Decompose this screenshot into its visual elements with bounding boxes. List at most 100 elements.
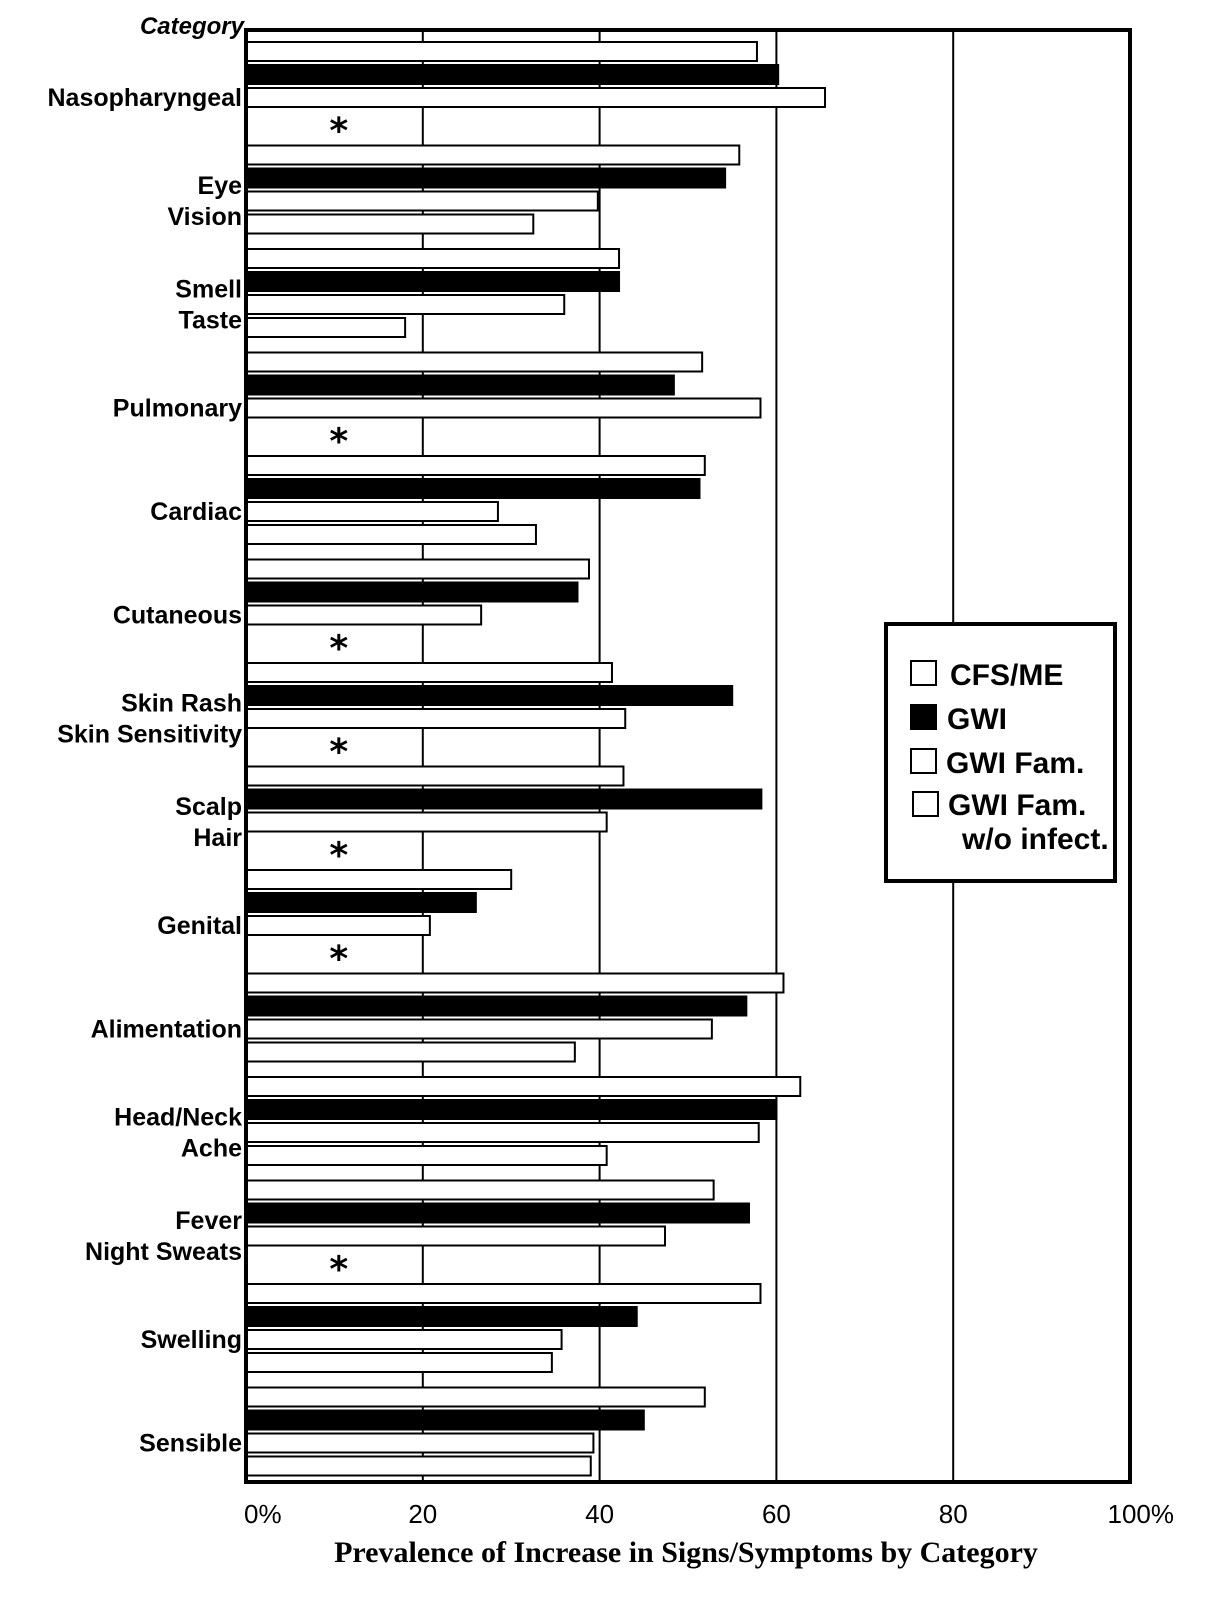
bar	[245, 1283, 762, 1304]
bar	[245, 1409, 645, 1431]
significance-star: *	[329, 629, 348, 670]
bar	[245, 397, 762, 419]
significance-star: *	[329, 1250, 348, 1291]
x-tick-labels: 0% 20 40 60 80 100%	[244, 1499, 1174, 1529]
category-label: Alimentation	[91, 1016, 242, 1044]
legend-swatch-gwi-fam-wo-infect	[912, 791, 939, 817]
significance-star: *	[329, 836, 348, 877]
bar	[245, 213, 535, 235]
bar	[245, 995, 748, 1017]
category-label: Sensible	[139, 1430, 242, 1458]
bar	[245, 1145, 608, 1166]
bar	[245, 1455, 592, 1477]
bar	[245, 1018, 713, 1040]
category-label: Cardiac	[150, 498, 242, 526]
bar	[245, 248, 621, 269]
bar	[245, 501, 499, 522]
bar	[245, 478, 701, 499]
legend-swatch-cfs-me	[910, 660, 937, 686]
category-label: Pulmonary	[113, 395, 242, 423]
bar	[245, 1225, 667, 1247]
bar	[245, 1076, 802, 1097]
bar	[245, 788, 763, 810]
bar	[245, 892, 477, 913]
significance-star: *	[329, 939, 348, 980]
bar	[245, 662, 613, 683]
bar	[245, 558, 590, 580]
x-tick-label: 80	[939, 1499, 968, 1529]
bar	[245, 167, 727, 189]
legend-label-gwi-fam-wo-infect: GWI Fam.	[948, 789, 1086, 822]
bar	[245, 1202, 750, 1224]
significance-star: *	[329, 732, 348, 773]
bar	[245, 41, 758, 62]
gridlines	[421, 30, 955, 1482]
x-axis-title: Prevalence of Increase in Signs/Symptoms…	[334, 1536, 1038, 1569]
bar	[245, 915, 431, 936]
bar	[245, 294, 566, 315]
plot-frame	[244, 28, 1132, 1484]
legend-label-gwi: GWI	[947, 703, 1007, 736]
category-label: Taste	[179, 307, 243, 335]
bar	[245, 869, 513, 890]
bar	[245, 87, 827, 108]
bar	[245, 1041, 576, 1063]
bar	[245, 811, 608, 833]
bar	[245, 144, 741, 166]
x-tick-label: 100%	[1108, 1499, 1175, 1529]
bar	[245, 374, 675, 396]
category-label: Vision	[167, 203, 242, 231]
bar	[245, 685, 734, 706]
legend-swatch-gwi	[910, 704, 937, 730]
category-label: Skin Sensitivity	[57, 721, 242, 749]
bar	[245, 972, 785, 994]
legend-label-wo-infect: w/o infect.	[961, 823, 1109, 856]
category-label: Cutaneous	[113, 602, 242, 630]
category-label: Night Sweats	[85, 1238, 242, 1266]
bar	[245, 1122, 760, 1143]
category-label: Ache	[181, 1135, 242, 1163]
bar	[245, 1099, 778, 1120]
bar	[245, 1306, 638, 1327]
legend: CFS/ME GWI GWI Fam. GWI Fam. w/o infect.	[884, 622, 1117, 883]
legend-label-gwi-fam: GWI Fam.	[946, 747, 1084, 780]
x-tick-label: 60	[762, 1499, 791, 1529]
category-labels: Nasopharyngeal Eye Vision Smell Taste Pulmona…	[47, 84, 242, 1458]
significance-stars: * * * * * * *	[329, 111, 348, 1291]
category-label: Hair	[193, 824, 242, 852]
legend-label-cfs-me: CFS/ME	[950, 659, 1063, 692]
bar	[245, 1179, 715, 1201]
bar	[245, 524, 537, 545]
bar	[245, 1329, 563, 1350]
category-label: Skin Rash	[121, 690, 242, 718]
bar	[245, 1386, 706, 1408]
category-label: Fever	[175, 1207, 242, 1235]
x-tick-label: 40	[585, 1499, 614, 1529]
bar	[245, 317, 407, 338]
category-label: Scalp	[175, 793, 242, 821]
category-label: Genital	[157, 912, 242, 940]
bar	[245, 765, 625, 787]
bar	[245, 455, 706, 476]
category-label: Eye	[198, 172, 243, 200]
bar	[245, 64, 780, 85]
category-label: Swelling	[141, 1326, 242, 1354]
bar	[245, 351, 704, 373]
legend-swatch-gwi-fam	[910, 748, 937, 774]
category-label: Smell	[175, 276, 242, 304]
category-label: Head/Neck	[114, 1104, 242, 1132]
bar	[245, 1352, 553, 1373]
bar	[245, 271, 621, 292]
category-header: Category	[140, 13, 246, 40]
significance-star: *	[329, 422, 348, 463]
x-tick-label: 20	[408, 1499, 437, 1529]
bar	[245, 190, 599, 212]
x-tick-label: 0%	[244, 1499, 282, 1529]
significance-star: *	[329, 111, 348, 152]
bar	[245, 1432, 595, 1454]
bar	[245, 708, 627, 729]
bar	[245, 604, 483, 626]
bar	[245, 581, 579, 603]
category-label: Nasopharyngeal	[47, 84, 242, 112]
